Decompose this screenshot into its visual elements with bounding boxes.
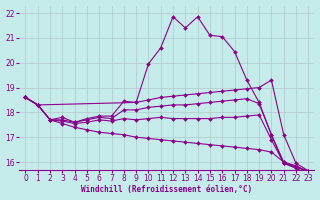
X-axis label: Windchill (Refroidissement éolien,°C): Windchill (Refroidissement éolien,°C) — [81, 185, 252, 194]
